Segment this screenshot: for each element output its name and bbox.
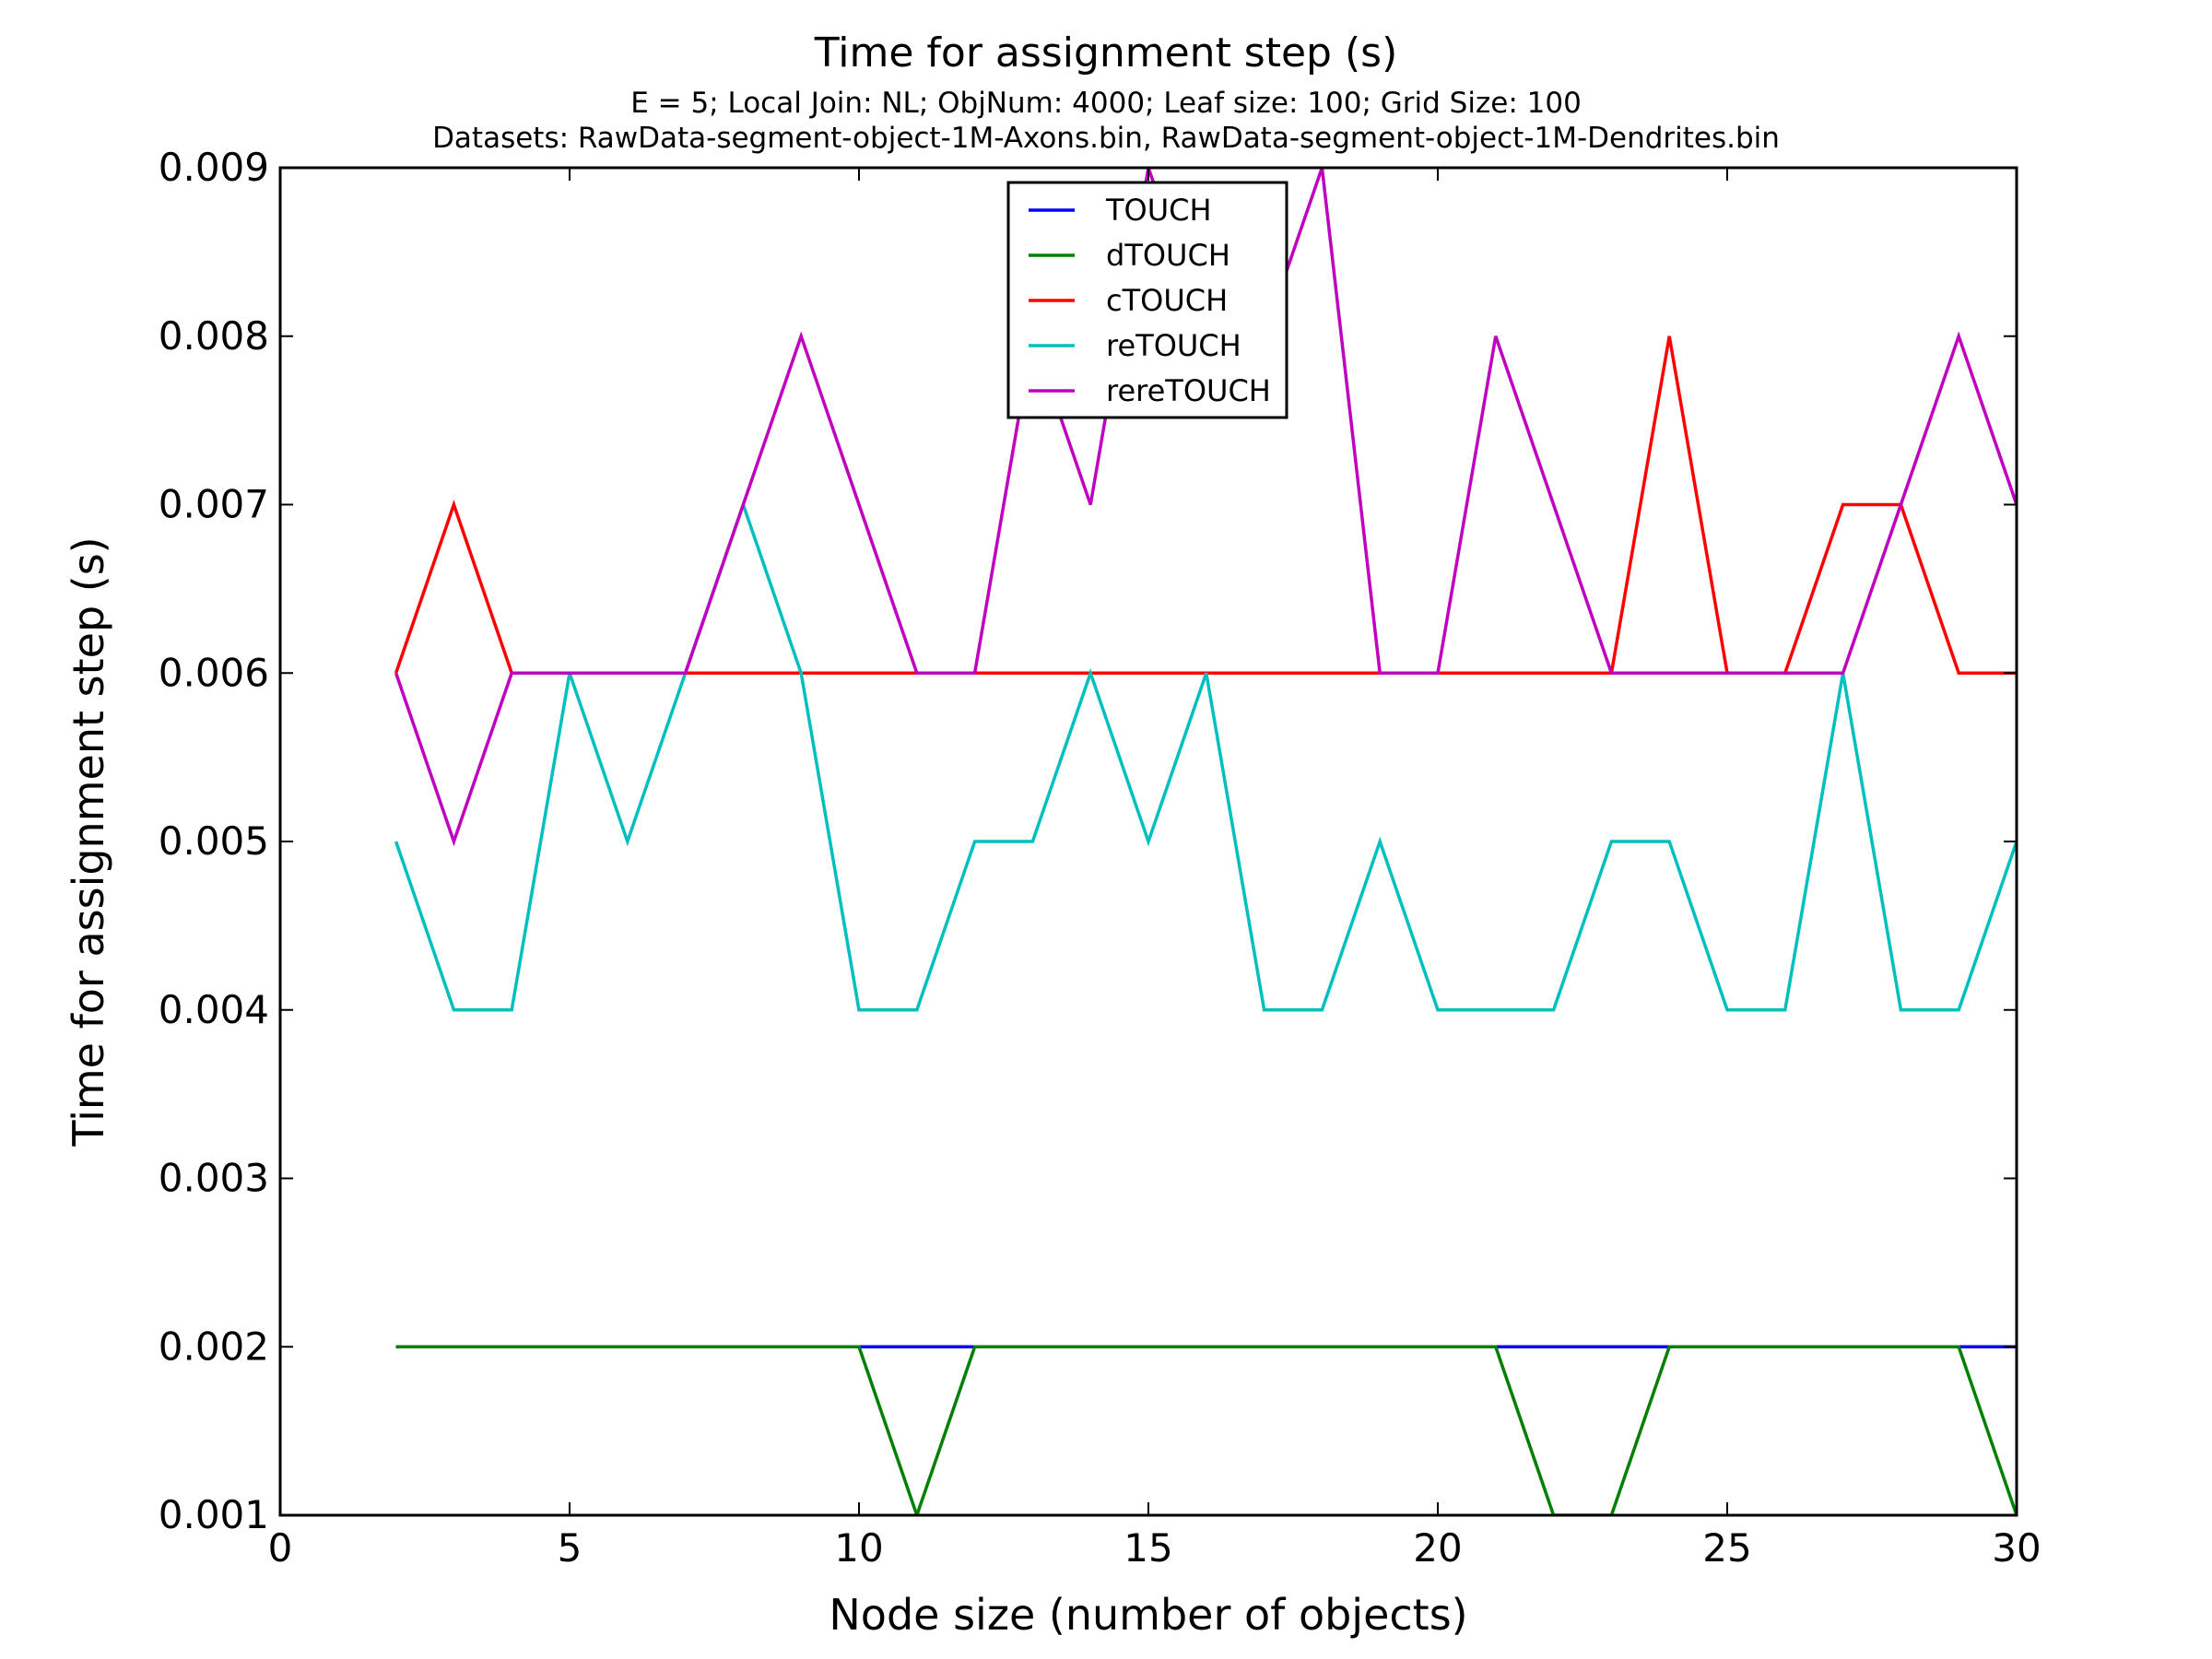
x-tick-label: 30: [1992, 1525, 2041, 1571]
series-line-dtouch: [395, 1345, 2017, 1515]
x-tick-label: 10: [834, 1525, 883, 1571]
x-tick-label: 20: [1413, 1525, 1462, 1571]
x-axis-label: Node size (number of objects): [829, 1590, 1467, 1640]
series-layer: [394, 168, 2017, 1515]
y-tick-label: 0.005: [159, 818, 269, 864]
x-tick-label: 25: [1702, 1525, 1751, 1571]
legend: TOUCH dTOUCH cTOUCH reTOUCH rereTOUCH: [1006, 181, 1288, 419]
x-tick-label: 15: [1124, 1525, 1172, 1571]
chart-subtitle-line-1: E = 5; Local Join: NL; ObjNum: 4000; Lea…: [630, 87, 1582, 120]
y-axis-label: Time for assignment step (s): [64, 536, 113, 1147]
legend-label-retouch: reTOUCH: [1106, 328, 1241, 363]
x-tick-label: 0: [268, 1525, 293, 1571]
legend-label-touch: TOUCH: [1105, 193, 1212, 228]
series-line-retouch: [394, 500, 2017, 1012]
legend-label-ctouch: cTOUCH: [1106, 283, 1228, 318]
y-tick-label: 0.004: [159, 987, 269, 1032]
chart-title: Time for assignment step (s): [814, 29, 1397, 76]
y-tick-label: 0.009: [159, 145, 269, 190]
y-tick-label: 0.007: [159, 482, 269, 527]
y-tick-label: 0.001: [159, 1492, 269, 1537]
chart-subtitle-line-2: Datasets: RawData-segment-object-1M-Axon…: [432, 122, 1780, 155]
ticks-layer: [279, 167, 2018, 1516]
y-tick-label: 0.002: [159, 1324, 269, 1369]
x-tick-label: 5: [558, 1525, 582, 1571]
tick-labels-layer: 0 5 10 15 20 25 30 0.001 0.002 0.003 0.004 0.005 0.0…: [159, 145, 2041, 1571]
y-tick-label: 0.003: [159, 1156, 269, 1201]
y-tick-label: 0.006: [159, 650, 269, 695]
legend-label-reretouch: rereTOUCH: [1106, 373, 1271, 408]
y-tick-label: 0.008: [159, 313, 269, 359]
legend-label-dtouch: dTOUCH: [1106, 238, 1230, 273]
